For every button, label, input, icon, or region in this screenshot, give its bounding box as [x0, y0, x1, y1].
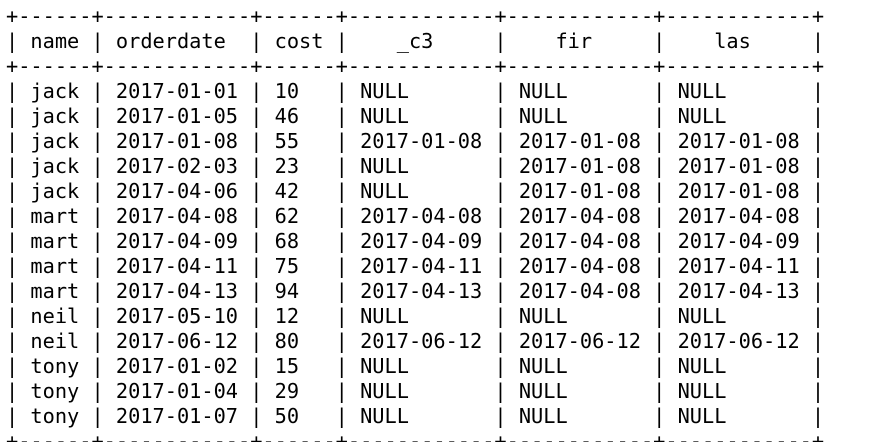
table-row: | jack | 2017-04-06 | 42 | NULL | 2017-0…	[6, 179, 825, 203]
table-row: | mart | 2017-04-08 | 62 | 2017-04-08 | …	[6, 204, 825, 228]
table-row: | jack | 2017-01-01 | 10 | NULL | NULL |…	[6, 79, 825, 103]
table-row: | tony | 2017-01-02 | 15 | NULL | NULL |…	[6, 354, 825, 378]
table-row: | mart | 2017-04-11 | 75 | 2017-04-11 | …	[6, 254, 825, 278]
table-row: | mart | 2017-04-13 | 94 | 2017-04-13 | …	[6, 279, 825, 303]
table-row: | jack | 2017-01-05 | 46 | NULL | NULL |…	[6, 104, 825, 128]
table-row: | tony | 2017-01-04 | 29 | NULL | NULL |…	[6, 379, 825, 403]
table-row: | jack | 2017-01-08 | 55 | 2017-01-08 | …	[6, 129, 825, 153]
table-row: | jack | 2017-02-03 | 23 | NULL | 2017-0…	[6, 154, 825, 178]
table-row: | neil | 2017-06-12 | 80 | 2017-06-12 | …	[6, 329, 825, 353]
table-row: | neil | 2017-05-10 | 12 | NULL | NULL |…	[6, 304, 825, 328]
table-row: | tony | 2017-01-07 | 50 | NULL | NULL |…	[6, 404, 825, 428]
table-row: | mart | 2017-04-09 | 68 | 2017-04-09 | …	[6, 229, 825, 253]
table-border-top: +------+------------+------+------------…	[6, 4, 825, 28]
table-border-header: +------+------------+------+------------…	[6, 54, 825, 78]
table-header-row: | name | orderdate | cost | _c3 | fir | …	[6, 29, 825, 53]
table-border-bottom: +------+------------+------+------------…	[6, 429, 825, 442]
